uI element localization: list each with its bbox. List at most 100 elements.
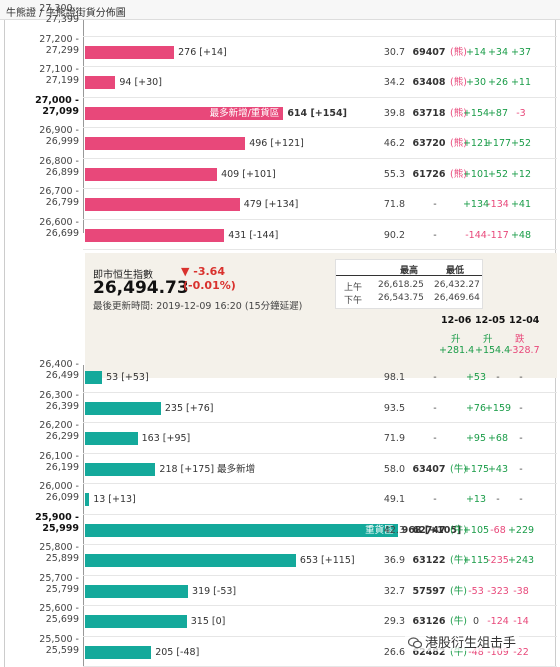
bar-inline-label: 重貨區: [365, 524, 394, 536]
row-divider: [83, 635, 557, 637]
sum-1: +281.4: [439, 345, 475, 356]
type-cell: (牛): [450, 646, 467, 658]
table-row: 26,400 -26,499 53 [+53] 98.1- +53- -: [5, 359, 557, 393]
pct-cell: 71.9: [383, 433, 405, 444]
change-cell: 0: [472, 616, 480, 627]
row-divider: [83, 35, 557, 37]
bar-value-label: 968 [+105]: [401, 524, 462, 536]
price-range-to: 25,599: [45, 644, 79, 656]
change-cell: +52: [510, 138, 532, 149]
table-row: 26,800 -26,899 409 [+101] 55.3 61726 (熊) +101…: [5, 156, 557, 189]
table-row: 26,900 -26,999 496 [+121] 46.2 63720 (熊) +121…: [5, 125, 557, 159]
code-cell: -: [433, 494, 437, 505]
row-divider: [83, 513, 557, 515]
price-range-to: 26,299: [45, 431, 79, 442]
change-cell: +26: [487, 77, 509, 88]
change-cell: -22: [513, 646, 529, 658]
change-cell: +34: [487, 46, 509, 58]
change-cell: +76: [465, 402, 487, 414]
index-change-pct: (-0.01%): [183, 279, 236, 292]
change-cell: +41: [510, 199, 532, 210]
change-cell: -124: [487, 616, 509, 627]
code-cell: 61726: [412, 168, 446, 180]
table-row: 25,700 -25,799 319 [-53] 32.7 57597 (牛) -53 -3…: [5, 572, 557, 606]
pct-cell: 49.1: [383, 494, 405, 505]
price-range-to: 26,699: [45, 227, 79, 239]
index-update-time: 最後更新時間: 2019-12-09 16:20 (15分鐘延遲): [93, 301, 303, 312]
change-cell: +14: [465, 46, 487, 58]
change-cell: +175: [462, 463, 490, 475]
direction-3: 跌: [515, 334, 525, 345]
distribution-bar: [85, 432, 138, 445]
price-range-label: 27,000 -27,099: [5, 95, 79, 117]
change-cell: -: [519, 463, 523, 475]
price-range-to: 25,999: [42, 522, 79, 534]
change-cell: +177: [484, 138, 512, 149]
price-range-from: 25,900 -: [35, 511, 79, 523]
change-cell: -323: [487, 585, 509, 597]
breadcrumb[interactable]: 牛熊證 / 牛熊證街貨分佈圖: [0, 0, 560, 20]
pct-cell: 55.3: [383, 168, 405, 180]
change-cell: +12: [510, 168, 532, 180]
row-divider: [83, 574, 557, 576]
hl-header-low: 最低: [446, 266, 465, 276]
table-row: 27,100 -27,199 94 [+30] 34.2 63408 (熊) +30 +26…: [5, 64, 557, 98]
change-cell: +37: [510, 46, 532, 58]
code-cell: 63126: [412, 616, 446, 627]
code-cell: -: [433, 372, 437, 383]
price-range-from: 26,000 -: [39, 481, 79, 492]
pct-cell: 32.7: [383, 585, 405, 597]
hl-label-am: 上午: [344, 283, 363, 293]
distribution-bar: [85, 584, 189, 598]
change-cell: +52: [487, 168, 509, 180]
hl-low-pm: 26,469.64: [434, 293, 480, 303]
cbbc-distribution-chart: 即市恒生指數 26,494.73 ▼ -3.64 (-0.01%) 最後更新時間…: [4, 3, 557, 667]
sum-3: -328.7: [509, 345, 540, 356]
price-range-label: 26,200 -26,299: [5, 420, 79, 442]
change-cell: +95: [465, 433, 487, 444]
code-cell: 57597: [412, 585, 446, 597]
price-range-from: 27,200 -: [39, 33, 79, 45]
price-range-from: 25,700 -: [39, 572, 79, 584]
pct-cell: 46.2: [383, 138, 405, 149]
change-cell: -3: [516, 107, 526, 119]
distribution-bar: [85, 401, 161, 415]
code-cell: 63718: [412, 107, 446, 119]
price-range-to: 26,999: [45, 136, 79, 147]
code-cell: -: [433, 229, 437, 241]
change-cell: +87: [487, 107, 509, 119]
change-cell: +101: [462, 168, 490, 180]
price-range-to: 25,899: [45, 553, 79, 564]
price-range-to: 26,099: [45, 492, 79, 503]
price-range-to: 26,199: [45, 461, 79, 473]
type-cell: (牛): [450, 585, 467, 597]
change-cell: -: [519, 433, 523, 444]
distribution-bar: [85, 76, 116, 89]
date-2: 12-05: [475, 315, 506, 326]
price-range-from: 27,100 -: [39, 64, 79, 75]
price-range-label: 27,200 -27,299: [5, 34, 79, 56]
change-cell: -: [519, 494, 523, 505]
distribution-bar: [85, 228, 225, 242]
bar-value-label: 235 [+76]: [164, 402, 214, 414]
distribution-bar: [85, 615, 187, 628]
row-divider: [83, 452, 557, 454]
row-divider: [83, 96, 557, 98]
table-row: 26,200 -26,299 163 [+95] 71.9- +95 +68-: [5, 420, 557, 454]
change-cell: +154: [462, 107, 490, 119]
change-cell: +105: [462, 524, 490, 536]
bar-value-label: 163 [+95]: [141, 433, 191, 444]
table-row: 27,000 -27,099 最多新增/重貨區 614 [+154] 39.8 6371…: [5, 95, 557, 128]
price-range-to: 27,299: [45, 44, 79, 56]
distribution-bar: [85, 45, 175, 59]
change-cell: -235: [487, 555, 509, 566]
code-cell: 69407: [412, 46, 446, 58]
change-cell: +68: [487, 433, 509, 444]
price-range-from: 27,300 -: [39, 3, 79, 14]
change-cell: +11: [510, 77, 532, 88]
price-range-label: 25,900 -25,999: [5, 512, 79, 534]
change-cell: -144: [465, 229, 487, 241]
distribution-bar: [85, 371, 103, 384]
code-cell: -: [433, 199, 437, 210]
type-cell: (牛): [450, 616, 467, 627]
